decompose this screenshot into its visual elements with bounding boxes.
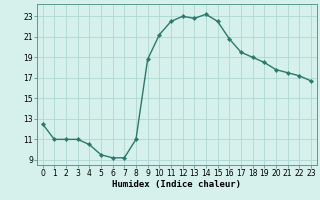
- X-axis label: Humidex (Indice chaleur): Humidex (Indice chaleur): [112, 180, 241, 189]
